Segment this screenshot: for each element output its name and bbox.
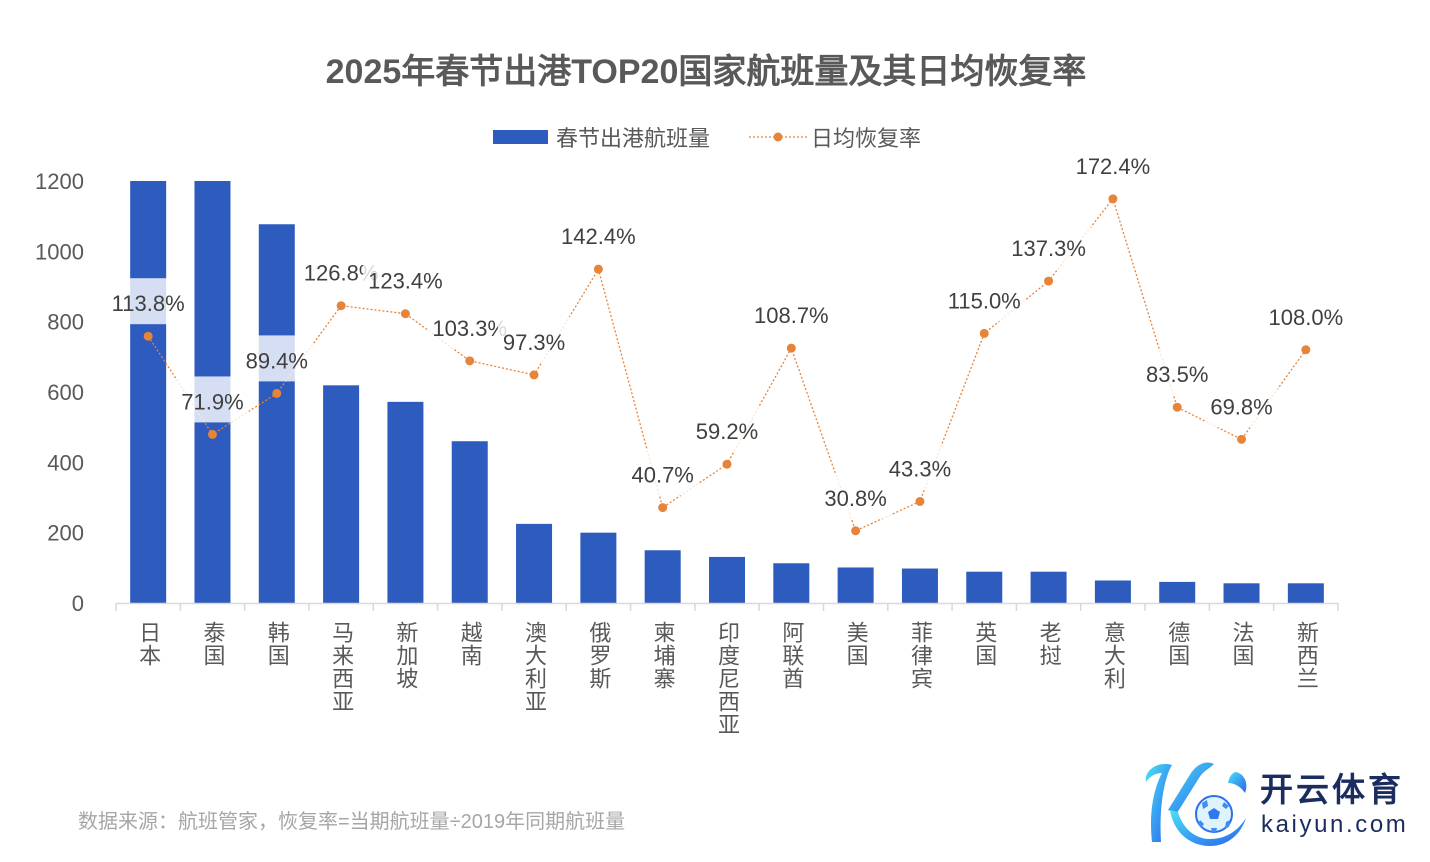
y-tick-label: 1200 <box>35 169 84 194</box>
data-label: 108.7% <box>754 303 829 328</box>
bar <box>387 401 424 603</box>
chart-title: 2025年春节出港TOP20国家航班量及其日均恢复率 <box>325 53 1087 91</box>
bar <box>1287 583 1324 603</box>
line-marker <box>1108 194 1118 204</box>
data-label-background <box>1141 349 1214 396</box>
data-label-background <box>106 278 190 325</box>
bar <box>258 224 295 603</box>
line-marker <box>722 459 732 469</box>
bar <box>323 385 360 603</box>
legend-label: 春节出港航班量 <box>556 126 711 151</box>
line-marker <box>593 264 603 274</box>
data-label-background <box>1263 291 1349 338</box>
line-marker <box>1301 345 1311 355</box>
line-marker <box>786 343 796 353</box>
data-label: 123.4% <box>368 269 443 294</box>
data-label-background <box>497 316 571 363</box>
data-label-background <box>363 255 448 302</box>
data-label: 115.0% <box>948 288 1021 313</box>
data-labels: 113.8%71.9%89.4%126.8%123.4%103.3%97.3%1… <box>106 140 1349 519</box>
legend-item-recovery-rate: 日均恢复率 <box>749 124 922 151</box>
data-label: 103.3% <box>432 316 507 341</box>
bar <box>966 571 1003 603</box>
y-tick-label: 1000 <box>35 239 84 264</box>
line-marker <box>529 370 539 380</box>
bar <box>773 563 810 603</box>
data-label-background <box>1205 381 1278 428</box>
bar <box>1223 583 1260 603</box>
y-tick-label: 400 <box>47 450 84 475</box>
y-tick-label: 0 <box>72 591 84 616</box>
bar <box>580 532 617 603</box>
y-tick-label: 200 <box>47 521 84 546</box>
data-label-background <box>690 406 764 453</box>
bar <box>130 181 167 603</box>
data-label: 83.5% <box>1146 362 1208 387</box>
bar-series <box>130 181 1324 603</box>
data-label-background <box>176 376 249 423</box>
data-label: 69.8% <box>1210 394 1272 419</box>
data-label-background <box>1070 140 1156 187</box>
data-label-background <box>240 335 313 382</box>
data-label: 43.3% <box>889 456 951 481</box>
line-marker <box>207 429 217 439</box>
data-label-background <box>819 472 892 519</box>
legend-label: 日均恢复率 <box>811 126 922 151</box>
bar <box>644 550 681 603</box>
line-markers <box>143 194 1311 536</box>
legend-bar-swatch <box>493 130 548 144</box>
line-marker <box>1237 434 1247 444</box>
data-label: 59.2% <box>696 419 758 444</box>
logo-brand-name: 开云体育 <box>1260 771 1404 808</box>
bar <box>901 568 938 603</box>
line-marker <box>143 331 153 341</box>
bar <box>516 523 553 603</box>
data-label: 113.8% <box>112 291 185 316</box>
data-label: 172.4% <box>1076 154 1151 179</box>
data-label-background <box>749 290 834 337</box>
data-label: 40.7% <box>631 463 693 488</box>
legend-line-marker-icon <box>749 132 807 142</box>
line-marker <box>851 526 861 536</box>
data-label-background <box>626 449 699 496</box>
bar <box>1159 581 1196 603</box>
data-label: 97.3% <box>503 330 565 355</box>
bar <box>837 567 874 603</box>
line-marker <box>400 309 410 319</box>
y-axis: 0 200 400 600 800 1000 1200 <box>35 169 84 616</box>
data-label: 137.3% <box>1011 236 1086 261</box>
x-axis <box>115 602 1339 611</box>
data-label: 89.4% <box>246 348 308 373</box>
data-label: 142.4% <box>561 224 636 249</box>
y-tick-label: 600 <box>47 380 84 405</box>
bar <box>709 556 745 603</box>
kaiyun-logo-icon <box>1145 762 1247 846</box>
data-label-background <box>1006 223 1091 270</box>
line-marker <box>979 328 989 338</box>
line-marker <box>272 388 282 398</box>
data-label: 71.9% <box>181 389 243 414</box>
bar <box>1094 580 1131 603</box>
data-label: 30.8% <box>824 486 886 511</box>
bar <box>451 441 488 603</box>
line-marker <box>465 356 475 366</box>
legend-item-flight-volume: 春节出港航班量 <box>493 124 711 151</box>
data-label-background <box>883 443 957 490</box>
data-label: 108.0% <box>1269 305 1344 330</box>
line-marker <box>915 496 925 506</box>
bar <box>1030 571 1067 603</box>
line-marker <box>1044 276 1054 286</box>
logo-domain: kaiyun.com <box>1261 811 1409 838</box>
data-source-note: 数据来源：航班管家，恢复率=当期航班量÷2019年同期航班量 <box>78 811 626 833</box>
line-marker <box>658 503 668 513</box>
line-marker <box>1172 402 1182 412</box>
line-marker <box>336 301 346 311</box>
data-label-background <box>556 211 641 258</box>
data-label-background <box>942 275 1026 322</box>
y-tick-label: 800 <box>47 310 84 335</box>
